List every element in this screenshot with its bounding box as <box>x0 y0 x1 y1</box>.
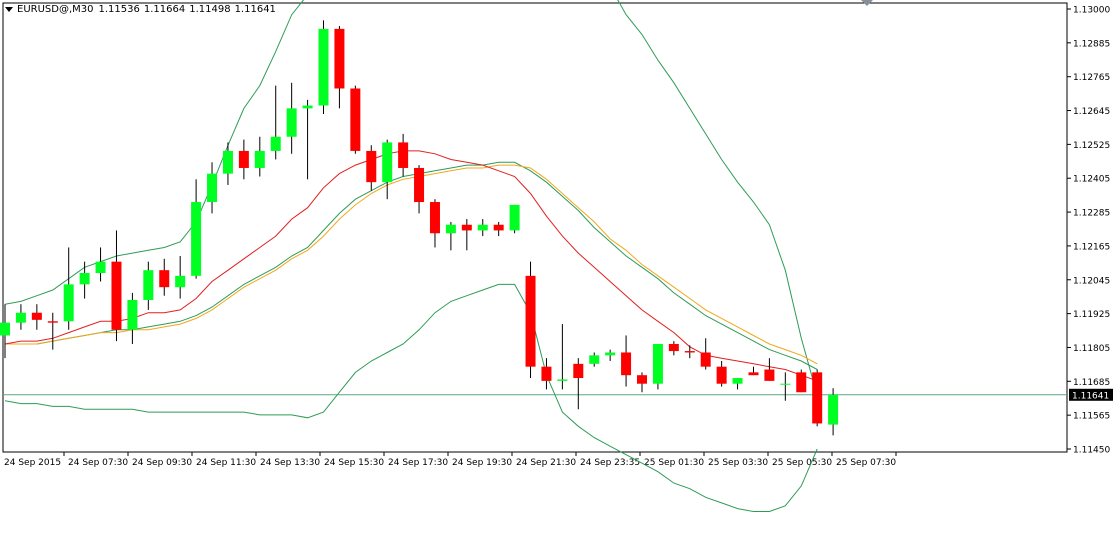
candle-bear <box>637 375 647 384</box>
x-tick-label: 25 Sep 05:30 <box>772 458 832 468</box>
chart-shift-marker-icon[interactable] <box>861 0 873 6</box>
candle-bear <box>684 351 695 353</box>
moving-average-green-line <box>5 161 818 370</box>
candle-bull <box>95 261 106 273</box>
candle-bear <box>812 372 823 424</box>
close-price: 1.11641 <box>234 3 276 15</box>
y-tick-label: 1.12645 <box>1073 107 1110 117</box>
candle-bear <box>111 261 122 330</box>
y-tick-label: 1.12045 <box>1073 276 1110 286</box>
candle-bear <box>493 224 504 231</box>
candle-bull <box>15 312 26 323</box>
y-tick-label: 1.12405 <box>1073 175 1110 185</box>
candle-bear <box>238 150 249 168</box>
candle-bull <box>589 355 600 364</box>
candle-bear <box>764 369 775 381</box>
bollinger-lower-line <box>4 283 818 512</box>
chart-title-bar: EURUSD@,M30 1.11536 1.11664 1.11498 1.11… <box>0 0 280 18</box>
x-tick-label: 24 Sep 21:30 <box>516 458 576 468</box>
candle-bear <box>398 142 409 168</box>
candle-bear <box>621 352 632 376</box>
candle-bull <box>557 379 568 381</box>
y-tick-label: 1.11685 <box>1073 378 1110 388</box>
candle-bull <box>191 202 202 276</box>
candle-bull <box>143 270 154 300</box>
y-tick-label: 1.11565 <box>1073 412 1110 422</box>
bollinger-upper-line <box>4 0 818 396</box>
candle-bull <box>652 343 663 384</box>
candle-bull <box>270 136 281 151</box>
candle-bull <box>445 224 456 234</box>
candle-bull <box>175 275 186 288</box>
x-tick-label: 24 Sep 19:30 <box>452 458 512 468</box>
candle-bull <box>318 28 329 106</box>
candle-bear <box>350 88 361 151</box>
x-tick-label: 25 Sep 07:30 <box>836 458 896 468</box>
x-tick-label: 25 Sep 03:30 <box>708 458 768 468</box>
y-tick-label: 1.12525 <box>1073 141 1110 151</box>
y-tick-label: 1.12885 <box>1073 39 1110 49</box>
candle-bull <box>780 383 791 385</box>
moving-average-red-line <box>4 150 818 382</box>
candle-bull <box>254 150 265 168</box>
candle-bear <box>748 372 759 376</box>
symbol-label: EURUSD@,M30 <box>17 3 94 15</box>
candle-bear <box>366 150 377 183</box>
candle-bull <box>828 394 839 425</box>
candle-bull <box>382 142 393 183</box>
candle-bear <box>334 28 345 89</box>
candle-bull <box>732 378 743 384</box>
x-tick-label: 24 Sep 15:30 <box>324 458 384 468</box>
x-tick-label: 24 Sep 13:30 <box>260 458 320 468</box>
candle-bear <box>796 372 807 393</box>
candle-bear <box>700 352 711 367</box>
candle-bear <box>573 363 584 379</box>
dropdown-triangle-icon[interactable] <box>5 6 13 12</box>
current-price-label-box <box>1069 388 1113 401</box>
low-price: 1.11498 <box>189 3 231 15</box>
candle-bull <box>286 108 297 137</box>
candle-bear <box>414 167 425 203</box>
candle-bull <box>79 273 90 285</box>
candle-bear <box>668 343 679 352</box>
current-price-label: 1.11641 <box>1072 391 1109 401</box>
candle-bear <box>429 202 440 234</box>
x-tick-label: 24 Sep 09:30 <box>132 458 192 468</box>
x-tick-label: 24 Sep 07:30 <box>68 458 128 468</box>
open-price: 1.11536 <box>98 3 140 15</box>
moving-average-orange-line <box>5 164 818 365</box>
candle-bull <box>477 224 488 231</box>
y-tick-label: 1.13000 <box>1073 6 1110 16</box>
candle-bull <box>207 173 218 203</box>
x-tick-label: 24 Sep 17:30 <box>388 458 448 468</box>
candle-bull <box>222 150 233 174</box>
candle-bull <box>63 284 74 322</box>
y-tick-label: 1.12765 <box>1073 73 1110 83</box>
candle-bear <box>541 366 552 381</box>
candle-bear <box>525 275 536 367</box>
y-tick-label: 1.12165 <box>1073 242 1110 252</box>
candle-bull <box>509 204 520 231</box>
high-price: 1.11664 <box>143 3 186 15</box>
candle-bear <box>31 312 42 320</box>
x-tick-label: 25 Sep 01:30 <box>644 458 704 468</box>
plot-frame <box>2 2 1068 453</box>
x-tick-label: 24 Sep 23:35 <box>580 458 640 468</box>
candle-bear <box>47 321 58 323</box>
x-tick-label: 24 Sep 2015 <box>4 458 61 468</box>
candle-bull <box>302 105 313 109</box>
y-tick-label: 1.12285 <box>1073 209 1110 219</box>
candle-bull <box>127 299 138 330</box>
y-tick-label: 1.11805 <box>1073 344 1110 354</box>
candle-bull <box>0 322 10 336</box>
x-tick-label: 24 Sep 11:30 <box>196 458 256 468</box>
candle-bear <box>159 270 170 288</box>
candle-bear <box>716 366 727 384</box>
candle-bull <box>605 352 616 356</box>
y-tick-label: 1.11925 <box>1073 310 1110 320</box>
candle-bear <box>461 224 472 231</box>
y-tick-label: 1.11450 <box>1073 446 1110 456</box>
